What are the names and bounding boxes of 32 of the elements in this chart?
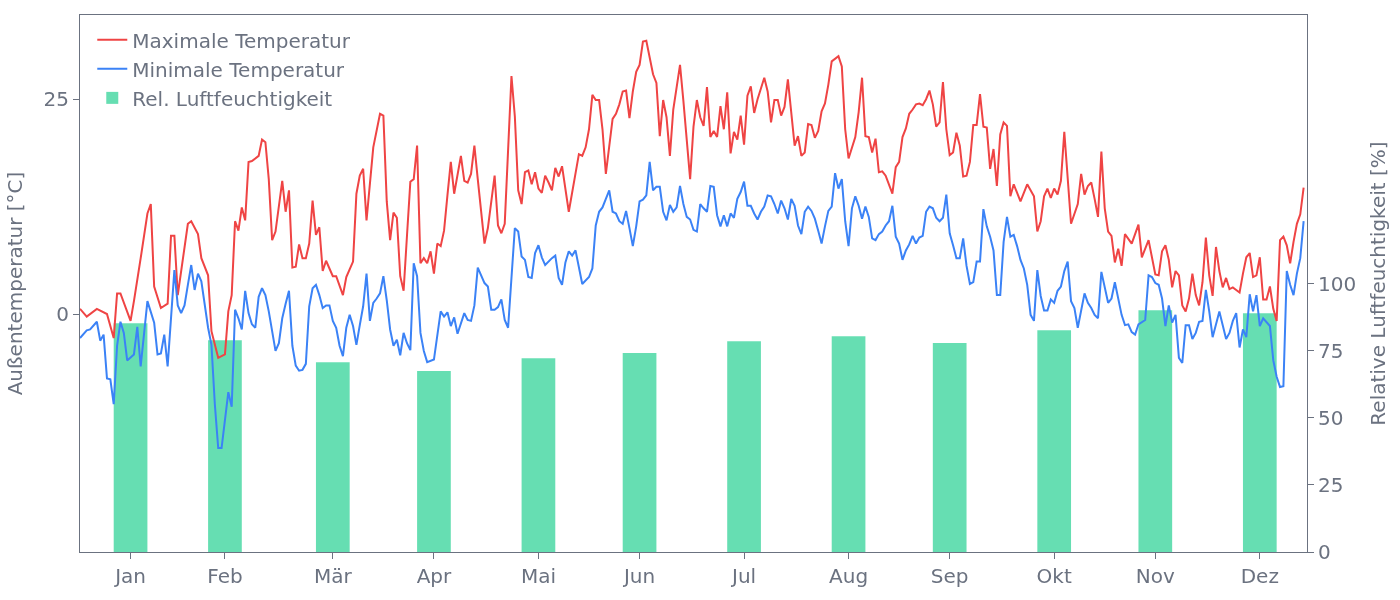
y-axis-title: Außentemperatur [°C] bbox=[3, 171, 28, 396]
x-tick-label: Jan bbox=[113, 564, 146, 588]
x-tick-label: Dez bbox=[1240, 564, 1279, 588]
x-tick-label: Mär bbox=[313, 564, 353, 588]
bar bbox=[521, 358, 556, 552]
legend-label: Rel. Luftfeuchtigkeit bbox=[132, 86, 333, 111]
bar bbox=[831, 336, 866, 552]
bar bbox=[1138, 310, 1173, 552]
y2-tick-label: 75 bbox=[1318, 338, 1344, 363]
bar bbox=[727, 341, 761, 552]
x-tick-label: Feb bbox=[207, 564, 243, 588]
y2-tick-label: 25 bbox=[1318, 472, 1344, 497]
x-tick-label: Jun bbox=[621, 564, 656, 588]
bar bbox=[932, 343, 967, 552]
bar bbox=[315, 362, 350, 552]
bar bbox=[1242, 313, 1277, 552]
legend-label: Minimale Temperatur bbox=[132, 57, 345, 82]
bar bbox=[622, 353, 657, 552]
y2-tick-label: 0 bbox=[1318, 540, 1331, 564]
x-tick-label: Mai bbox=[520, 564, 556, 588]
y2-axis-title: Relative Luftfeuchtigkeit [%] bbox=[1365, 141, 1390, 426]
bar bbox=[417, 371, 451, 552]
x-tick-label: Sep bbox=[930, 564, 969, 588]
legend-label: Maximale Temperatur bbox=[132, 28, 351, 53]
y2-tick-label: 50 bbox=[1318, 405, 1344, 430]
y2-tick-label: 100 bbox=[1318, 271, 1357, 296]
x-tick-label: Okt bbox=[1036, 564, 1072, 588]
x-tick-label: Jul bbox=[729, 564, 757, 588]
x-tick-label: Apr bbox=[416, 564, 453, 588]
x-tick-label: Nov bbox=[1135, 564, 1175, 588]
bar bbox=[1037, 330, 1072, 552]
x-tick-label: Aug bbox=[829, 564, 869, 588]
